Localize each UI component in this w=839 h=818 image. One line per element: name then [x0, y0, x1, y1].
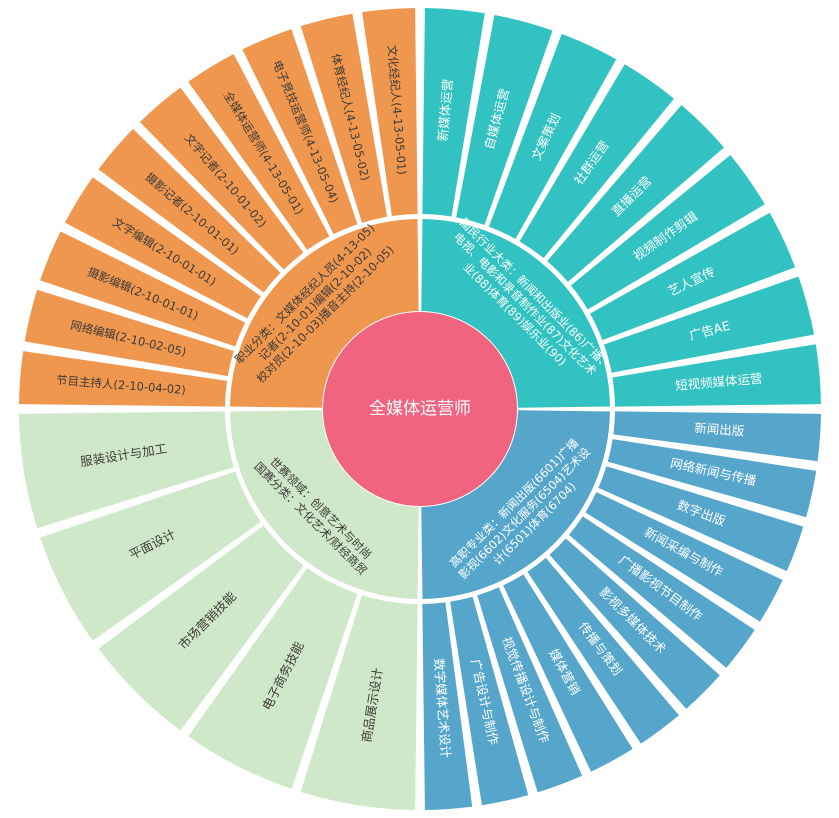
outer-segment-career-5 — [98, 128, 281, 293]
outer-segment-major-9 — [450, 596, 529, 806]
outer-segment-major-2 — [598, 466, 804, 572]
outer-segment-major-0 — [613, 411, 821, 462]
middle-segment-career — [230, 219, 419, 408]
outer-label-industry-0: 新媒体运营 — [435, 78, 455, 142]
outer-segment-industry-4 — [547, 104, 725, 282]
center-circle — [323, 312, 517, 506]
outer-segment-major-6 — [527, 557, 679, 744]
outer-segment-industry-2 — [488, 33, 617, 239]
outer-segment-world-0 — [19, 411, 234, 529]
outer-segment-career-9 — [19, 351, 228, 407]
outer-segment-career-2 — [242, 29, 358, 235]
middle-segment-industry — [421, 219, 610, 408]
outer-segment-major-5 — [549, 538, 720, 709]
outer-segment-industry-8 — [612, 344, 821, 407]
outer-segment-major-10 — [422, 602, 473, 810]
outer-segment-world-3 — [188, 568, 358, 789]
outer-segment-major-3 — [585, 492, 783, 622]
outer-segment-industry-1 — [456, 14, 553, 225]
outer-segment-world-1 — [40, 471, 261, 641]
outer-segment-major-7 — [503, 574, 633, 772]
outer-segment-world-2 — [98, 525, 304, 731]
outer-label-major-0: 新闻出版 — [694, 420, 745, 439]
outer-segment-world-4 — [300, 595, 418, 810]
outer-segment-major-4 — [568, 516, 755, 668]
outer-segment-career-7 — [40, 231, 246, 347]
outer-segment-major-8 — [477, 587, 583, 793]
outer-segment-industry-5 — [570, 155, 765, 310]
outer-segment-industry-3 — [519, 64, 674, 259]
center-hub: 全媒体运营师 — [323, 312, 517, 506]
outer-segment-career-1 — [300, 13, 388, 223]
outer-ring: 文化经纪人(4-13-05-01)体育经纪人(4-13-05-02)电子竞技运营… — [19, 8, 821, 810]
outer-segment-career-8 — [24, 289, 234, 377]
outer-segment-career-6 — [64, 177, 261, 319]
outer-segment-career-0 — [362, 8, 418, 217]
outer-label-major-10: 数字媒体艺术设计 — [431, 658, 453, 759]
outer-segment-industry-0 — [422, 8, 485, 217]
outer-segment-career-4 — [139, 87, 304, 270]
outer-segment-career-3 — [188, 53, 330, 250]
center-title: 全媒体运营师 — [369, 399, 471, 419]
outer-segment-industry-7 — [604, 276, 815, 373]
middle-segment-major — [421, 410, 610, 599]
outer-segment-major-1 — [607, 439, 817, 518]
middle-segment-world — [230, 410, 419, 599]
outer-segment-industry-6 — [590, 212, 796, 341]
